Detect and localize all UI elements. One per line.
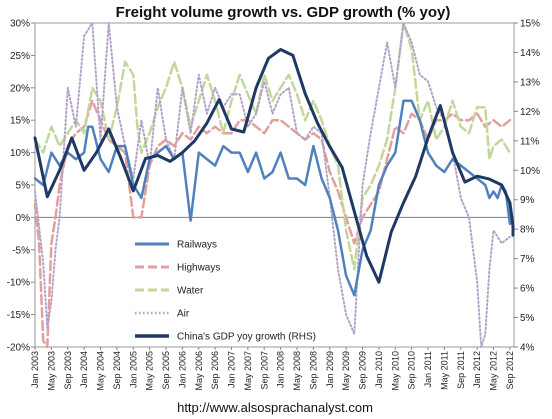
x-tick-label: Jan 2003 xyxy=(30,351,40,388)
source-url: http://www.alsosprachanalyst.com xyxy=(177,400,373,415)
x-tick-label: May 2005 xyxy=(145,351,155,391)
legend-label: China's GDP yoy growth (RHS) xyxy=(177,332,316,343)
x-tick-label: Jan 2004 xyxy=(79,351,89,388)
x-tick-label: Sep 2006 xyxy=(210,351,220,390)
x-tick-label: Sep 2003 xyxy=(63,351,73,390)
x-tick-label: Jan 2012 xyxy=(472,351,482,388)
x-tick-label: Jan 2011 xyxy=(423,351,433,387)
x-tick-label: May 2004 xyxy=(96,351,106,391)
legend: Railways Highways Water Air China's GDP yoy … xyxy=(128,229,328,343)
x-tick-label: May 2003 xyxy=(46,351,56,391)
left-tick-label: -20% xyxy=(7,343,30,354)
left-tick-label: -5% xyxy=(12,245,30,256)
left-tick-label: 5% xyxy=(16,181,31,192)
x-tick-label: May 2006 xyxy=(194,351,204,391)
right-tick-label: 5% xyxy=(520,313,535,324)
right-axis: 4% 5% 6% 7% 8% 9% 10% 11% 12% 13% 14% 15% xyxy=(514,19,540,354)
left-tick-label: 15% xyxy=(10,116,30,127)
left-axis: -20% -15% -10% -5% 0% 5% 10% 15% 20% 25% 30% xyxy=(7,19,515,354)
x-tick-label: May 2009 xyxy=(341,351,351,391)
left-tick-label: 0% xyxy=(16,213,31,224)
series-layer xyxy=(33,21,515,349)
series-line-railways xyxy=(33,99,512,297)
x-tick-label: May 2012 xyxy=(489,351,499,391)
x-tick-label: Jan 2005 xyxy=(128,351,138,388)
legend-background xyxy=(128,229,328,339)
x-tick-label: Jan 2008 xyxy=(276,351,286,388)
legend-label: Air xyxy=(177,309,190,320)
right-tick-label: 9% xyxy=(520,195,535,206)
x-tick-label: May 2007 xyxy=(243,351,253,391)
x-tick-label: Jan 2009 xyxy=(325,351,335,388)
legend-label: Water xyxy=(177,286,204,297)
left-tick-label: -15% xyxy=(7,310,30,321)
x-tick-label: Sep 2008 xyxy=(308,351,318,390)
x-tick-label: Jan 2007 xyxy=(227,351,237,388)
x-tick-label: May 2008 xyxy=(292,351,302,391)
series-line-highways xyxy=(33,99,512,349)
right-tick-label: 13% xyxy=(520,77,540,88)
chart-title: Freight volume growth vs. GDP growth (% … xyxy=(116,4,451,21)
left-tick-label: 10% xyxy=(10,148,30,159)
left-tick-label: 25% xyxy=(10,51,30,62)
x-axis: Jan 2003 May 2003 Sep 2003 Jan 2004 May 2004… xyxy=(30,347,515,391)
x-tick-label: Sep 2004 xyxy=(112,351,122,390)
right-tick-label: 11% xyxy=(520,136,539,147)
x-tick-label: Sep 2011 xyxy=(456,351,466,389)
x-tick-label: Sep 2007 xyxy=(259,351,269,390)
left-tick-label: -10% xyxy=(7,278,30,289)
series-line-china-s-gdp-yoy-growth-rhs xyxy=(33,48,515,284)
legend-label: Railways xyxy=(177,240,217,251)
right-tick-label: 12% xyxy=(520,107,540,118)
x-tick-label: Sep 2005 xyxy=(161,351,171,390)
x-tick-label: May 2011 xyxy=(439,351,449,390)
left-tick-label: 30% xyxy=(10,19,30,30)
x-tick-label: Jan 2006 xyxy=(177,351,187,388)
right-tick-label: 15% xyxy=(520,19,540,30)
left-tick-label: 20% xyxy=(10,83,30,94)
right-tick-label: 4% xyxy=(520,343,535,354)
right-tick-label: 14% xyxy=(520,48,540,59)
x-tick-label: Jan 2010 xyxy=(374,351,384,388)
x-tick-label: Sep 2012 xyxy=(505,351,515,390)
right-tick-label: 8% xyxy=(520,225,535,236)
x-tick-label: May 2010 xyxy=(390,351,400,391)
legend-label: Highways xyxy=(177,263,220,274)
x-tick-label: Sep 2009 xyxy=(358,351,368,390)
right-tick-label: 10% xyxy=(520,166,540,177)
right-tick-label: 6% xyxy=(520,284,535,295)
right-tick-label: 7% xyxy=(520,254,535,265)
x-tick-label: Sep 2010 xyxy=(407,351,417,390)
